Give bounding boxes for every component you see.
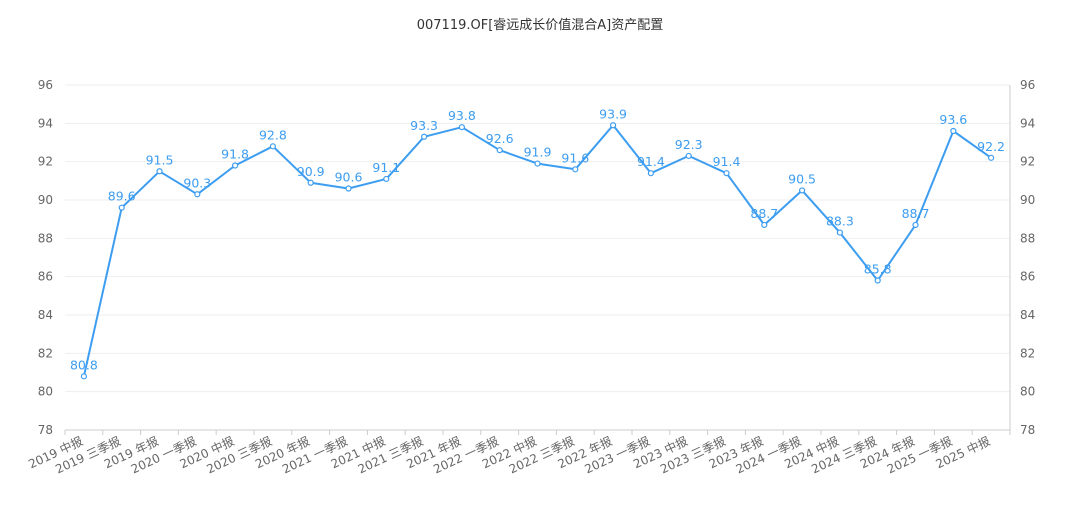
data-point — [572, 166, 579, 173]
y-tick-label-right: 92 — [1020, 155, 1035, 169]
data-point — [798, 187, 806, 194]
y-tick-label-right: 86 — [1020, 270, 1035, 284]
data-label: 89.6 — [108, 189, 136, 204]
data-point — [950, 127, 957, 135]
data-point — [647, 170, 655, 177]
y-tick-label-right: 80 — [1020, 385, 1035, 399]
data-label: 91.4 — [637, 154, 665, 169]
data-label: 88.7 — [750, 206, 778, 221]
data-label: 91.4 — [713, 154, 741, 169]
data-label: 88.7 — [902, 206, 930, 221]
data-label: 90.5 — [788, 171, 816, 186]
y-tick-label-right: 94 — [1020, 116, 1035, 130]
data-label: 85.8 — [864, 262, 892, 277]
data-label: 92.6 — [486, 131, 514, 146]
data-point — [496, 147, 503, 154]
y-tick-label-left: 94 — [38, 116, 53, 130]
data-point — [194, 191, 201, 198]
y-tick-label-left: 84 — [38, 308, 53, 322]
data-point — [421, 133, 428, 140]
data-label: 80.8 — [70, 357, 98, 372]
data-label: 91.8 — [221, 147, 249, 162]
data-label: 91.5 — [146, 152, 174, 167]
y-tick-label-left: 86 — [38, 270, 53, 284]
data-point — [874, 277, 881, 284]
y-tick-label-left: 78 — [38, 423, 53, 437]
data-point — [685, 152, 692, 160]
y-tick-label-left: 80 — [38, 385, 53, 399]
data-label: 91.1 — [372, 160, 400, 175]
data-label: 93.8 — [448, 108, 476, 123]
y-tick-label-left: 82 — [38, 346, 53, 360]
data-point — [307, 179, 314, 186]
data-label: 93.9 — [599, 106, 627, 121]
data-point — [458, 124, 465, 131]
data-point — [836, 229, 844, 236]
y-tick-label-right: 78 — [1020, 423, 1035, 437]
y-tick-label-right: 82 — [1020, 346, 1035, 360]
data-label: 91.9 — [524, 145, 552, 160]
y-tick-label-left: 92 — [38, 155, 53, 169]
data-point — [156, 168, 163, 175]
y-tick-label-right: 96 — [1020, 78, 1035, 92]
data-label: 92.2 — [977, 139, 1005, 154]
data-point — [80, 373, 88, 380]
data-label: 91.6 — [561, 150, 589, 165]
data-point — [912, 221, 919, 229]
data-point — [723, 170, 730, 177]
y-tick-label-right: 88 — [1020, 231, 1035, 245]
data-label: 90.6 — [335, 170, 363, 185]
data-point — [761, 221, 768, 229]
data-label: 90.9 — [297, 164, 325, 179]
chart-title: 007119.OF[睿远成长价值混合A]资产配置 — [416, 18, 664, 33]
y-tick-label-left: 90 — [38, 193, 53, 207]
data-label: 88.3 — [826, 214, 854, 229]
data-label: 93.6 — [939, 112, 967, 127]
data-point — [609, 122, 617, 129]
y-tick-label-right: 90 — [1020, 193, 1035, 207]
data-label: 92.3 — [675, 137, 703, 152]
data-point — [118, 204, 125, 211]
data-point — [345, 185, 352, 192]
data-label: 93.3 — [410, 118, 438, 133]
data-label: 90.3 — [183, 175, 211, 190]
data-point — [534, 160, 541, 167]
data-point — [383, 175, 390, 183]
y-tick-label-left: 88 — [38, 231, 53, 245]
data-point — [987, 154, 995, 161]
data-point — [232, 162, 239, 169]
data-point — [269, 143, 276, 150]
y-tick-label-left: 96 — [38, 78, 53, 92]
y-tick-label-right: 84 — [1020, 308, 1035, 322]
data-label: 92.8 — [259, 127, 287, 142]
